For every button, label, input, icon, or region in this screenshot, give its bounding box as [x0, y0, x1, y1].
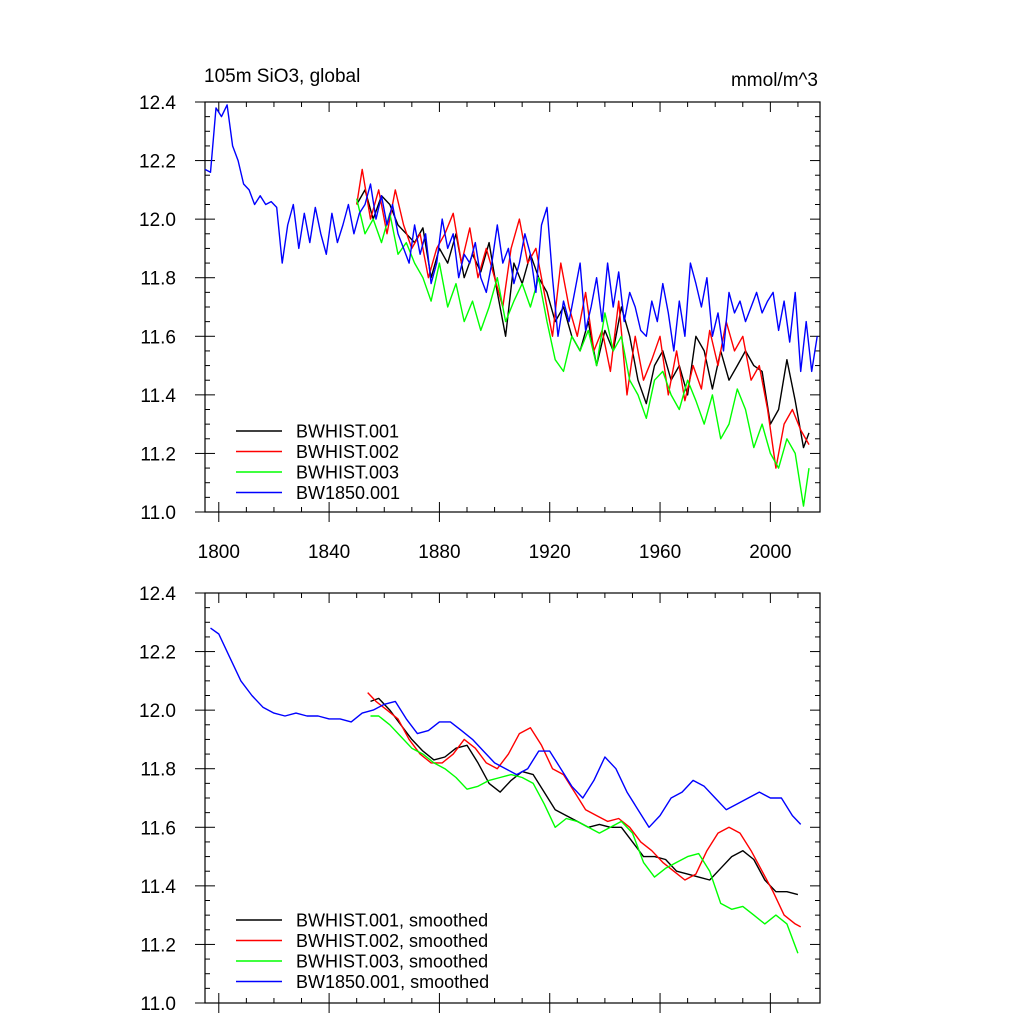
units-label: mmol/m^3 [731, 70, 818, 91]
legend-label: BW1850.001 [296, 483, 400, 503]
x-tick-label: 1800 [198, 542, 240, 563]
y-tick-label: 12.0 [139, 701, 176, 722]
legend-label: BWHIST.002 [296, 442, 399, 462]
series-line-bwhist-003 [356, 198, 810, 507]
y-tick-label: 11.4 [140, 877, 176, 898]
y-tick-label: 11.6 [140, 327, 176, 348]
legend-label: BWHIST.003 [296, 463, 399, 483]
y-tick-label: 12.2 [139, 643, 176, 664]
y-tick-label: 11.0 [140, 994, 176, 1015]
x-tick-label: 2000 [749, 542, 791, 563]
legend-label: BW1850.001, smoothed [296, 972, 489, 992]
x-tick-label: 1920 [529, 542, 571, 563]
y-tick-label: 11.4 [140, 386, 176, 407]
legend-label: BWHIST.001, smoothed [296, 911, 488, 931]
series-line-bw1850-001-smoothed [210, 627, 802, 828]
x-tick-label: 1960 [639, 542, 681, 563]
series-line-bwhist-003-smoothed [370, 715, 799, 954]
legend-label: BWHIST.003, smoothed [296, 952, 488, 972]
y-tick-label: 11.6 [140, 818, 176, 839]
top-series-lines [204, 104, 818, 507]
series-line-bwhist-002 [356, 168, 810, 469]
y-tick-label: 11.2 [140, 935, 176, 956]
bottom-axis-ticks: 11.0 11.2 11.4 11.6 11.8 12.0 12.2 12.4 [139, 584, 820, 1015]
chart-title: 105m SiO3, global [204, 66, 360, 87]
x-tick-label: 1840 [308, 542, 350, 563]
y-tick-label: 12.4 [139, 584, 176, 605]
y-tick-label: 12.4 [139, 93, 176, 114]
legend-label: BWHIST.001 [296, 422, 399, 442]
y-tick-label: 11.0 [140, 503, 176, 524]
y-tick-label: 12.0 [139, 210, 176, 231]
top-chart-panel: 105m SiO3, global mmol/m^3 11.011.211.41… [139, 66, 821, 563]
bottom-series-lines [210, 627, 802, 954]
y-tick-label: 11.8 [140, 760, 176, 781]
x-tick-label: 1880 [418, 542, 460, 563]
y-tick-label: 11.8 [140, 269, 176, 290]
series-line-bw1850-001 [204, 104, 818, 373]
bottom-chart-panel: 11.0 11.2 11.4 11.6 11.8 12.0 12.2 12.4 BWHIST.… [139, 584, 821, 1015]
top-axis-ticks: 11.0 11.2 11.4 11.6 11.8 12.0 12.2 12.4 1800 1840… [139, 93, 820, 563]
series-line-bwhist-002-smoothed [367, 692, 802, 928]
legend-label: BWHIST.002, smoothed [296, 931, 488, 951]
y-tick-label: 11.2 [140, 444, 176, 465]
y-tick-label: 12.2 [139, 152, 176, 173]
series-line-bwhist-001 [356, 189, 810, 449]
